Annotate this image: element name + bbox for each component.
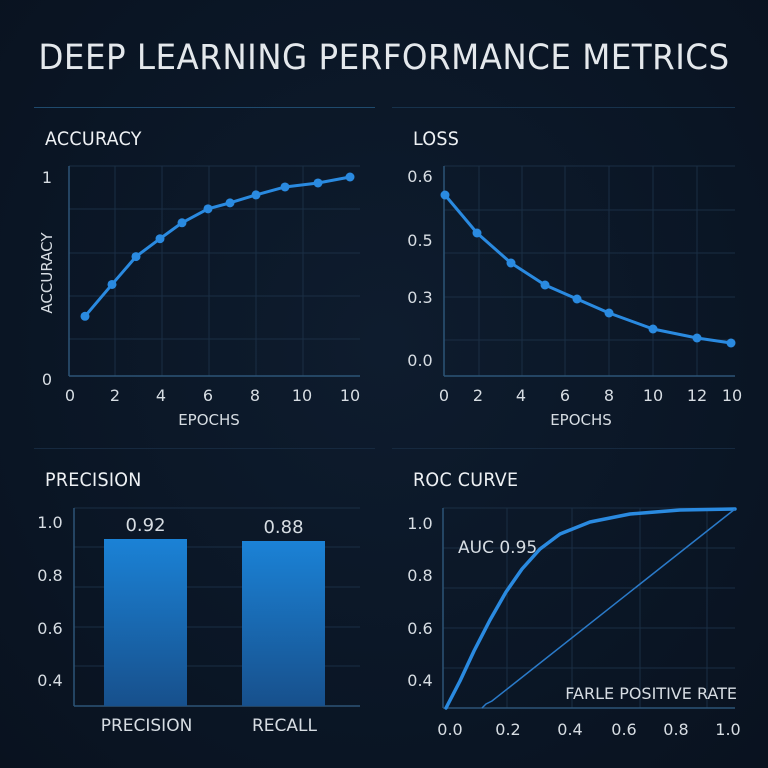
x-tick-label: 0 — [65, 386, 75, 405]
x-tick-label: 0.0 — [437, 720, 462, 739]
data-point — [345, 172, 355, 182]
header-divider-left — [34, 107, 375, 108]
x-tick-label: 6 — [560, 386, 570, 405]
data-point — [472, 228, 482, 238]
data-point — [280, 182, 290, 192]
x-tick-label: 0.4 — [557, 720, 582, 739]
x-axis-label: FARLE POSITIVE RATE — [565, 684, 737, 703]
x-tick-label: 4 — [516, 386, 526, 405]
bar-value-label: 0.88 — [263, 517, 303, 538]
y-tick-label: 0.4 — [407, 671, 432, 690]
x-tick-label: 12 — [687, 386, 707, 405]
x-tick-label: 10 — [643, 386, 663, 405]
data-point — [80, 311, 90, 321]
x-axis-label: EPOCHS — [550, 411, 612, 429]
y-tick-label: 0.0 — [407, 351, 432, 370]
loss-panel-title: LOSS — [413, 128, 460, 150]
roc-curve — [444, 507, 737, 710]
precision-panel-title: PRECISION — [45, 469, 142, 491]
data-point — [506, 258, 516, 268]
loss-chart: 0 2 4 6 8 10 12 10 0.6 0.5 0.3 0.0 EPOCHS — [407, 165, 742, 429]
x-tick-label: 0.2 — [495, 720, 520, 739]
accuracy-panel-title: ACCURACY — [45, 128, 142, 150]
bar-value-label: 0.92 — [125, 515, 165, 536]
y-tick-label: 0.4 — [37, 671, 62, 690]
data-point — [726, 338, 736, 348]
page-title: DEEP LEARNING PERFORMANCE METRICS — [38, 38, 730, 78]
bar-recall — [242, 541, 325, 706]
x-tick-label: 10 — [340, 386, 360, 405]
header-divider-right — [392, 107, 735, 108]
data-point — [131, 252, 141, 262]
x-tick-label: 10 — [722, 386, 742, 405]
x-tick-label: 4 — [156, 386, 166, 405]
x-tick-label: 0 — [439, 386, 449, 405]
data-point — [540, 280, 550, 290]
data-point — [313, 178, 323, 188]
data-point — [251, 190, 261, 200]
y-axis-label: ACCURACY — [38, 232, 56, 314]
x-category-label: RECALL — [252, 716, 318, 736]
data-point — [604, 308, 614, 318]
x-tick-label: 8 — [250, 386, 260, 405]
data-point — [177, 218, 187, 228]
random-baseline — [481, 508, 736, 709]
bar-precision — [104, 539, 187, 706]
data-point — [155, 234, 165, 244]
x-tick-label: 8 — [604, 386, 614, 405]
precision-chart: 0.92 PRECISION 0.88 RECALL 1.0 0.8 0.6 0.4 — [37, 507, 360, 736]
data-point — [648, 324, 658, 334]
x-tick-label: 1.0 — [715, 720, 740, 739]
y-tick-label: 1 — [42, 168, 52, 187]
y-tick-label: 1.0 — [407, 514, 432, 533]
section-divider-left — [34, 448, 375, 449]
section-divider-right — [392, 448, 735, 449]
x-tick-label: 0.8 — [663, 720, 688, 739]
y-tick-label: 0.6 — [407, 167, 432, 186]
x-tick-label: 10 — [292, 386, 312, 405]
data-point — [107, 279, 117, 289]
y-tick-label: 0.6 — [407, 619, 432, 638]
roc-chart: AUC 0.95 FARLE POSITIVE RATE 0.0 0.2 0.4 0.6 0… — [407, 507, 741, 739]
data-point — [572, 294, 582, 304]
roc-panel-title: ROC CURVE — [413, 469, 519, 491]
loss-line — [443, 193, 733, 345]
x-axis-label: EPOCHS — [178, 411, 240, 429]
y-tick-label: 0 — [42, 370, 52, 389]
y-tick-label: 0.8 — [407, 566, 432, 585]
y-tick-label: 0.6 — [37, 619, 62, 638]
y-tick-label: 0.5 — [407, 231, 432, 250]
x-tick-label: 6 — [203, 386, 213, 405]
data-point — [225, 198, 235, 208]
data-point — [692, 333, 702, 343]
accuracy-line — [83, 175, 352, 318]
x-tick-label: 2 — [473, 386, 483, 405]
y-tick-label: 0.3 — [407, 288, 432, 307]
data-point — [440, 190, 450, 200]
x-tick-label: 2 — [110, 386, 120, 405]
data-point — [203, 204, 213, 214]
auc-annotation: AUC 0.95 — [458, 538, 537, 558]
y-tick-label: 0.8 — [37, 566, 62, 585]
y-tick-label: 1.0 — [37, 513, 62, 532]
x-category-label: PRECISION — [101, 716, 193, 736]
x-tick-label: 0.6 — [611, 720, 636, 739]
